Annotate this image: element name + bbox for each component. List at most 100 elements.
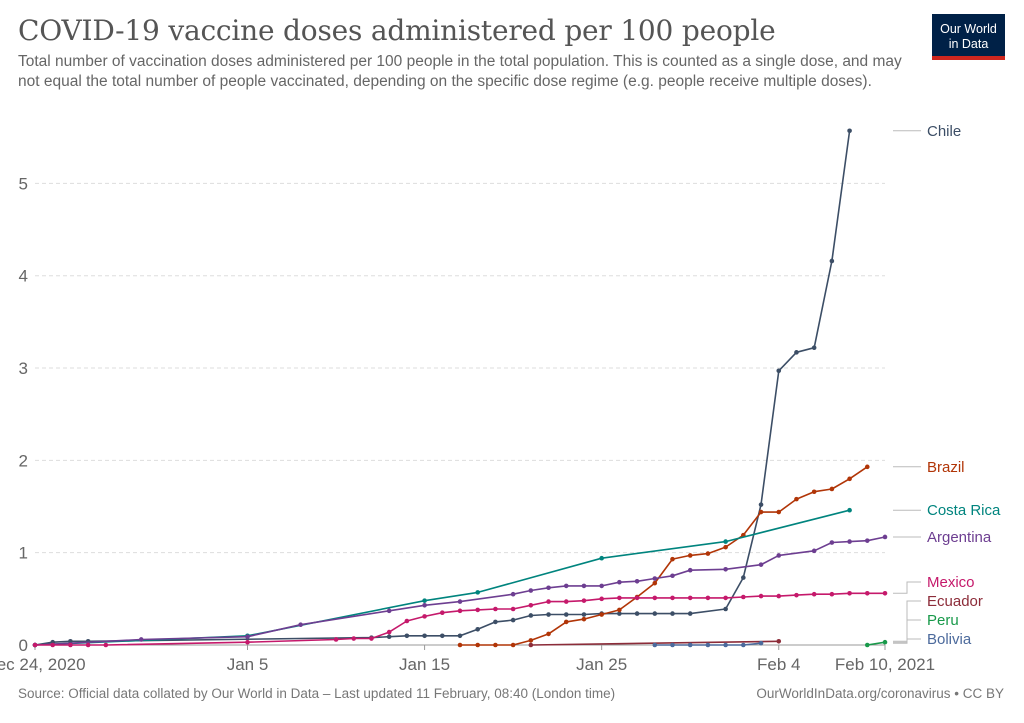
data-point[interactable] [617,579,622,585]
data-point[interactable] [811,345,817,351]
data-point[interactable] [652,595,658,601]
series-line[interactable] [35,592,885,646]
data-point[interactable] [811,489,817,495]
data-point[interactable] [457,599,463,604]
series-peru[interactable] [864,639,888,648]
data-point[interactable] [599,555,604,561]
data-point[interactable] [546,612,551,617]
data-point[interactable] [652,576,658,581]
data-point[interactable] [617,611,622,616]
data-point[interactable] [687,611,693,616]
data-point[interactable] [829,540,835,545]
data-point[interactable] [847,476,852,482]
data-point[interactable] [493,606,498,612]
data-point[interactable] [687,595,693,601]
data-point[interactable] [758,502,764,507]
data-point[interactable] [864,642,870,648]
data-point[interactable] [652,611,658,616]
data-point[interactable] [563,612,569,617]
data-point[interactable] [723,606,728,612]
data-point[interactable] [705,551,711,556]
data-point[interactable] [829,591,835,597]
series-line[interactable] [34,536,886,646]
data-point[interactable] [776,368,782,374]
data-point[interactable] [351,636,357,641]
data-point[interactable] [776,639,782,644]
data-point[interactable] [776,553,782,558]
data-point[interactable] [847,539,852,544]
data-point[interactable] [493,642,498,648]
data-point[interactable] [864,591,870,596]
data-point[interactable] [386,634,392,639]
data-point[interactable] [439,633,445,639]
series-label[interactable]: Argentina [927,529,992,546]
series-line[interactable] [34,509,850,646]
data-point[interactable] [723,595,728,601]
data-point[interactable] [705,642,711,648]
data-point[interactable] [563,599,569,604]
data-point[interactable] [475,627,481,632]
data-point[interactable] [670,556,675,562]
data-point[interactable] [652,580,658,586]
data-point[interactable] [670,611,675,616]
data-point[interactable] [563,583,569,589]
data-point[interactable] [457,642,463,648]
data-point[interactable] [546,599,551,604]
series-mexico[interactable] [32,591,888,648]
data-point[interactable] [333,637,339,642]
data-point[interactable] [847,128,852,134]
data-point[interactable] [864,464,870,470]
data-point[interactable] [32,642,38,648]
data-point[interactable] [546,585,551,591]
data-point[interactable] [386,629,392,635]
series-costa-rica[interactable] [32,507,852,648]
data-point[interactable] [776,509,782,515]
data-point[interactable] [758,509,764,515]
data-point[interactable] [670,595,675,601]
data-point[interactable] [475,642,481,648]
data-point[interactable] [510,642,516,648]
data-point[interactable] [510,606,516,612]
data-point[interactable] [847,507,852,513]
data-point[interactable] [581,616,587,622]
data-point[interactable] [723,539,728,544]
data-point[interactable] [457,608,463,614]
data-point[interactable] [652,642,658,648]
data-point[interactable] [422,614,427,619]
data-point[interactable] [50,642,56,648]
data-point[interactable] [670,642,675,648]
data-point[interactable] [475,607,481,613]
data-point[interactable] [599,612,604,617]
data-point[interactable] [723,566,728,572]
data-point[interactable] [245,634,250,639]
data-point[interactable] [723,544,728,550]
data-point[interactable] [634,578,640,584]
data-point[interactable] [369,636,374,641]
data-point[interactable] [581,612,587,617]
data-point[interactable] [758,640,764,646]
series-label[interactable]: Bolivia [927,631,972,648]
data-point[interactable] [776,593,782,599]
data-point[interactable] [528,603,534,608]
series-label[interactable]: Mexico [927,574,975,591]
data-point[interactable] [422,603,427,608]
data-point[interactable] [617,595,622,601]
series-argentina[interactable] [32,534,888,648]
series-label[interactable]: Costa Rica [927,502,1001,519]
data-point[interactable] [422,598,427,603]
data-point[interactable] [493,619,498,625]
data-point[interactable] [829,486,835,492]
data-point[interactable] [439,610,445,615]
data-point[interactable] [705,595,711,601]
data-point[interactable] [422,633,427,639]
data-point[interactable] [510,591,516,597]
data-point[interactable] [634,611,640,616]
data-point[interactable] [599,596,604,602]
data-point[interactable] [138,637,144,642]
data-point[interactable] [687,642,693,648]
data-point[interactable] [687,567,693,573]
data-point[interactable] [741,575,746,580]
series-label[interactable]: Ecuador [927,593,983,610]
owid-logo[interactable]: Our World in Data [932,14,1005,60]
data-point[interactable] [864,538,870,543]
